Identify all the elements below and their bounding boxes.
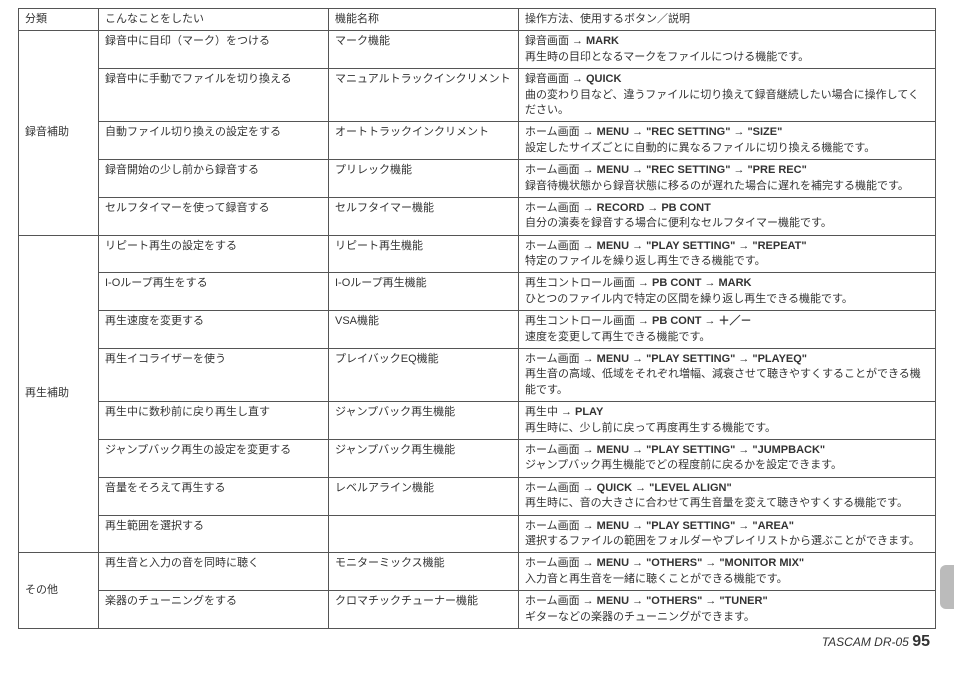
function-cell: クロマチックチューナー機能 [329,591,519,629]
want-cell: 録音中に目印（マーク）をつける [99,31,329,69]
function-cell: リピート再生機能 [329,235,519,273]
operation-cell: ホーム画面→QUICK→"LEVEL ALIGN"再生時に、音の大きさに合わせて… [519,477,936,515]
operation-cell: ホーム画面→MENU→"OTHERS"→"TUNER"ギターなどの楽器のチューニ… [519,591,936,629]
operation-cell: 再生コントロール画面→PB CONT→＋／－速度を変更して再生できる機能です。 [519,311,936,349]
operation-cell: 再生中→PLAY再生時に、少し前に戻って再度再生する機能です。 [519,402,936,440]
function-table: 分類こんなことをしたい機能名称操作方法、使用するボタン／説明録音補助録音中に目印… [18,8,936,629]
operation-cell: ホーム画面→MENU→"OTHERS"→"MONITOR MIX"入力音と再生音… [519,553,936,591]
operation-cell: 録音画面→QUICK曲の変わり目など、違うファイルに切り換えて録音継続したい場合… [519,69,936,122]
want-cell: 再生中に数秒前に戻り再生し直す [99,402,329,440]
page-footer: TASCAM DR-05 95 [822,633,930,651]
function-cell: セルフタイマー機能 [329,197,519,235]
function-cell: ジャンプバック再生機能 [329,439,519,477]
want-cell: ジャンプバック再生の設定を変更する [99,439,329,477]
header-c3: 機能名称 [329,9,519,31]
function-cell: レベルアライン機能 [329,477,519,515]
operation-cell: ホーム画面→MENU→"PLAY SETTING"→"AREA"選択するファイル… [519,515,936,553]
want-cell: 録音開始の少し前から録音する [99,160,329,198]
function-cell: ジャンプバック再生機能 [329,402,519,440]
operation-cell: 再生コントロール画面→PB CONT→MARKひとつのファイル内で特定の区間を繰… [519,273,936,311]
page-side-tab [940,565,954,609]
want-cell: 再生音と入力の音を同時に聴く [99,553,329,591]
operation-cell: 録音画面→MARK再生時の目印となるマークをファイルにつける機能です。 [519,31,936,69]
header-c2: こんなことをしたい [99,9,329,31]
function-cell: プレイバックEQ機能 [329,349,519,402]
operation-cell: ホーム画面→MENU→"PLAY SETTING"→"PLAYEQ"再生音の高域… [519,349,936,402]
footer-page: 95 [912,633,930,650]
operation-cell: ホーム画面→RECORD→PB CONT自分の演奏を録音する場合に便利なセルフタ… [519,197,936,235]
want-cell: セルフタイマーを使って録音する [99,197,329,235]
category-cell: その他 [19,553,99,629]
operation-cell: ホーム画面→MENU→"PLAY SETTING"→"JUMPBACK"ジャンプ… [519,439,936,477]
function-cell: マニュアルトラックインクリメント [329,69,519,122]
footer-model: TASCAM DR-05 [822,635,909,649]
operation-cell: ホーム画面→MENU→"PLAY SETTING"→"REPEAT"特定のファイ… [519,235,936,273]
want-cell: 再生イコライザーを使う [99,349,329,402]
category-cell: 再生補助 [19,235,99,553]
want-cell: I-Oループ再生をする [99,273,329,311]
operation-cell: ホーム画面→MENU→"REC SETTING"→"PRE REC"録音待機状態… [519,160,936,198]
function-cell: I-Oループ再生機能 [329,273,519,311]
function-cell: マーク機能 [329,31,519,69]
function-cell: VSA機能 [329,311,519,349]
function-cell [329,515,519,553]
want-cell: 録音中に手動でファイルを切り換える [99,69,329,122]
operation-cell: ホーム画面→MENU→"REC SETTING"→"SIZE"設定したサイズごと… [519,122,936,160]
want-cell: 音量をそろえて再生する [99,477,329,515]
want-cell: リピート再生の設定をする [99,235,329,273]
category-cell: 録音補助 [19,31,99,235]
header-c1: 分類 [19,9,99,31]
function-cell: オートトラックインクリメント [329,122,519,160]
want-cell: 再生範囲を選択する [99,515,329,553]
header-c4: 操作方法、使用するボタン／説明 [519,9,936,31]
want-cell: 楽器のチューニングをする [99,591,329,629]
function-cell: モニターミックス機能 [329,553,519,591]
function-cell: プリレック機能 [329,160,519,198]
want-cell: 再生速度を変更する [99,311,329,349]
want-cell: 自動ファイル切り換えの設定をする [99,122,329,160]
